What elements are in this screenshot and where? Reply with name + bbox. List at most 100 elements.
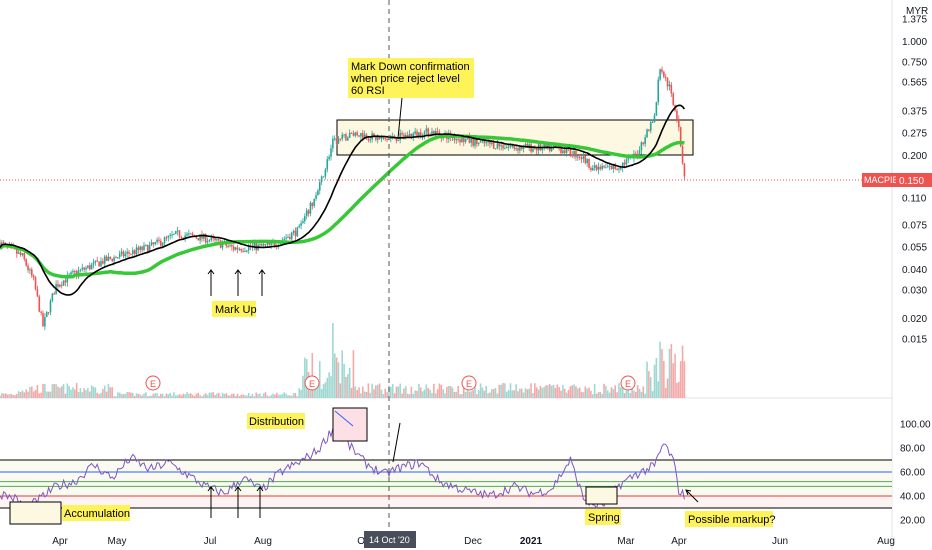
volume-bar xyxy=(19,392,22,398)
volume-bar xyxy=(618,383,620,398)
candle-body xyxy=(395,138,398,141)
volume-bar xyxy=(380,389,383,398)
volume-bar xyxy=(225,393,228,398)
distribution-label: Distribution xyxy=(249,416,304,428)
volume-bar xyxy=(378,383,381,398)
candle-body xyxy=(672,93,674,105)
rsi-bands xyxy=(0,459,892,509)
volume-bar xyxy=(44,384,46,398)
candle-body xyxy=(307,210,310,214)
volume-bar xyxy=(444,393,446,398)
volume-bar xyxy=(361,386,364,398)
volume-bar xyxy=(681,345,684,398)
candle-body xyxy=(133,250,136,254)
volume-bar xyxy=(94,387,97,398)
volume-bar xyxy=(683,361,686,398)
candle-body xyxy=(311,202,314,206)
volume-bar xyxy=(272,393,274,398)
candle-body xyxy=(208,240,211,242)
volume-bar xyxy=(195,393,198,398)
volume-bar xyxy=(554,387,557,398)
volume-bar xyxy=(16,393,18,398)
volume-bar xyxy=(75,383,78,398)
volume-bar xyxy=(468,391,471,398)
volume-bar xyxy=(623,393,626,398)
volume-bar xyxy=(57,386,59,398)
earnings-marker[interactable]: E xyxy=(304,375,320,391)
volume-bar xyxy=(664,388,667,398)
crosshair-date-box xyxy=(364,531,416,548)
candle-body xyxy=(528,144,531,148)
volume-bar xyxy=(184,394,186,398)
candle-body xyxy=(49,300,52,313)
volume-bar xyxy=(274,394,276,398)
volume-bar xyxy=(534,383,536,398)
volume-bar xyxy=(60,386,63,398)
earnings-marker[interactable]: E xyxy=(461,375,477,391)
volume-bar xyxy=(152,393,155,398)
volume-bar xyxy=(438,383,441,398)
candle-body xyxy=(461,137,463,143)
volume-bar xyxy=(406,393,409,398)
volume-bar xyxy=(625,390,628,398)
volume-bar xyxy=(318,361,321,398)
candle-body xyxy=(262,244,265,246)
candle-body xyxy=(623,162,626,165)
volume-bar xyxy=(333,353,336,398)
volume-bar xyxy=(214,395,216,398)
earnings-marker[interactable]: E xyxy=(145,375,161,391)
volume-bar xyxy=(539,385,542,398)
volume-bar xyxy=(526,389,529,398)
candle-body xyxy=(326,159,329,170)
volume-bar xyxy=(547,385,549,398)
candle-body xyxy=(174,231,177,234)
volume-bar xyxy=(397,386,400,398)
candle-body xyxy=(646,129,648,138)
candle-body xyxy=(234,247,237,250)
volume-bar xyxy=(102,389,104,398)
candle-body xyxy=(2,242,5,244)
candle-body xyxy=(150,242,153,246)
markdown-annotation-text: Mark Down confirmation when price reject… xyxy=(350,61,473,97)
volume-bar xyxy=(66,383,69,398)
candle-body xyxy=(517,148,519,151)
volume-bar xyxy=(337,362,340,398)
candle-body xyxy=(663,71,665,77)
volume-bar xyxy=(558,387,560,398)
volume-bar xyxy=(601,393,603,398)
volume-bar xyxy=(358,387,360,398)
candle-body xyxy=(612,164,615,170)
candle-body xyxy=(363,134,366,139)
candle-body xyxy=(294,230,297,237)
volume-bar xyxy=(197,392,200,398)
candle-body xyxy=(651,122,654,124)
volume-bars xyxy=(0,323,686,398)
volume-bar xyxy=(251,393,254,398)
candle-body xyxy=(670,84,673,94)
volume-bar xyxy=(87,388,89,398)
volume-bar xyxy=(126,392,128,398)
volume-bar xyxy=(489,392,491,398)
candle-body xyxy=(367,138,370,141)
candle-body xyxy=(81,267,84,270)
volume-bar xyxy=(470,391,473,398)
volume-bar xyxy=(281,394,284,398)
volume-bar xyxy=(446,386,448,398)
volume-bar xyxy=(287,395,289,398)
accumulation-box xyxy=(9,501,62,525)
candle-body xyxy=(146,244,149,252)
candle-body xyxy=(27,265,29,271)
volume-bar xyxy=(240,394,243,398)
candle-body xyxy=(472,138,474,146)
time-tick-label: Jun xyxy=(772,536,788,547)
volume-bar xyxy=(208,392,211,398)
volume-bar xyxy=(219,396,222,398)
price-tick-label: 0.375 xyxy=(902,106,927,117)
volume-bar xyxy=(232,393,235,398)
candle-body xyxy=(87,265,89,268)
candle-body xyxy=(496,143,499,149)
earnings-marker[interactable]: E xyxy=(620,375,636,391)
candle-body xyxy=(305,210,308,217)
volume-bar xyxy=(371,383,373,398)
candle-body xyxy=(494,148,497,150)
